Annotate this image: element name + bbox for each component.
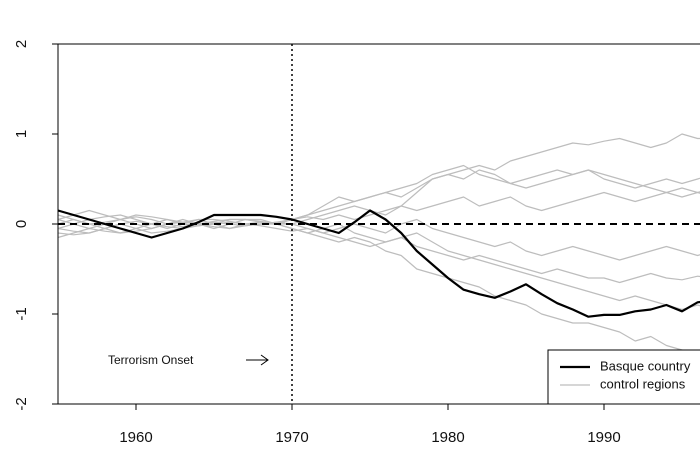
y-tick-label: -1 bbox=[13, 307, 30, 320]
legend-box bbox=[547, 349, 700, 405]
y-tick-label: -2 bbox=[13, 397, 30, 410]
control-line bbox=[57, 133, 700, 230]
plot-frame bbox=[57, 43, 700, 405]
y-tick-label: 1 bbox=[13, 130, 30, 138]
control-line bbox=[57, 220, 700, 311]
legend-label: Basque country bbox=[600, 358, 691, 373]
series-line bbox=[57, 209, 700, 318]
x-tick-label: 1990 bbox=[587, 429, 620, 446]
y-tick-label: 2 bbox=[13, 40, 30, 48]
annotation: Terrorism Onset bbox=[108, 353, 194, 367]
control-line bbox=[57, 164, 700, 230]
x-tick-label: 1960 bbox=[119, 429, 152, 446]
x-tick-label: 1980 bbox=[431, 429, 464, 446]
y-tick-label: 0 bbox=[13, 220, 30, 228]
control-line bbox=[57, 218, 700, 261]
control-line bbox=[57, 218, 700, 284]
annotation-arrow bbox=[246, 354, 269, 366]
control-line bbox=[57, 221, 700, 356]
legend-label: control regions bbox=[600, 376, 686, 391]
x-tick-label: 1970 bbox=[275, 429, 308, 446]
